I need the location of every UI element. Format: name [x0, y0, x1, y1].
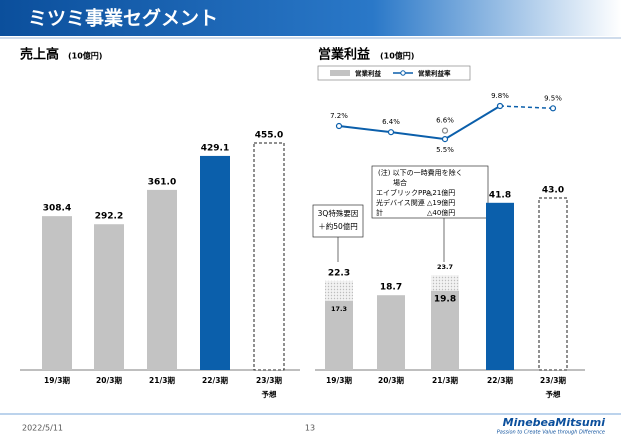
- x-tick-label: 20/3期: [96, 375, 122, 385]
- rate-point: [387, 129, 395, 136]
- annotation-row-value: △21億円: [427, 188, 455, 197]
- x-tick-label: 19/3期: [44, 375, 70, 385]
- bar: [486, 202, 514, 370]
- rate-point-adjusted: [441, 127, 449, 134]
- x-tick-label: 21/3期: [432, 375, 458, 385]
- value-label: 17.3: [331, 305, 347, 313]
- rate-label: 5.5%: [436, 146, 454, 154]
- header-bar: [0, 0, 621, 36]
- bar: [377, 295, 405, 370]
- section-title: 営業利益: [318, 47, 370, 63]
- bar: [431, 290, 459, 370]
- annotation-row-label: エイブリックPPA: [376, 188, 431, 197]
- annotation-text: (注) 以下の一時費用を除く: [378, 168, 463, 177]
- legend-swatch: [330, 70, 350, 76]
- annotation-row-label: 光デバイス関連: [376, 198, 425, 207]
- x-tick-label: 22/3期: [202, 375, 228, 385]
- annotation-row-value: △19億円: [427, 198, 455, 207]
- rate-label: 9.5%: [544, 94, 562, 102]
- forecast-label: 予想: [262, 389, 277, 399]
- value-label: 308.4: [43, 204, 71, 214]
- value-label: 19.8: [434, 294, 456, 304]
- value-label: 292.2: [95, 212, 123, 222]
- bar-hatched: [325, 280, 353, 301]
- bar: [42, 216, 72, 370]
- footer-date: 2022/5/11: [22, 424, 63, 433]
- bar: [253, 142, 285, 371]
- annotation-text: ＋約50億円: [318, 221, 358, 231]
- section-unit: (10億円): [380, 51, 414, 61]
- page-number: 13: [305, 424, 315, 433]
- x-tick-label: 20/3期: [378, 375, 404, 385]
- rate-label: 9.8%: [491, 92, 509, 100]
- rate-label: 7.2%: [330, 112, 348, 120]
- logo: MinebeaMitsumi: [503, 416, 606, 429]
- rate-line: [338, 105, 501, 141]
- rate-point: [441, 136, 449, 143]
- annotation-row-label: 計: [376, 208, 383, 217]
- annotation-row-value: △40億円: [427, 208, 455, 217]
- value-label: 23.7: [437, 263, 453, 271]
- x-tick-label: 23/3期: [540, 375, 566, 385]
- forecast-label: 予想: [546, 389, 561, 399]
- value-label: 361.0: [148, 177, 176, 187]
- legend-label: 営業利益: [355, 69, 382, 78]
- x-tick-label: 19/3期: [326, 375, 352, 385]
- section-title: 売上高: [20, 47, 59, 63]
- bar-hatched: [431, 275, 459, 291]
- annotation-box: [371, 165, 489, 219]
- legend-swatch: [400, 70, 406, 76]
- rate-point: [549, 105, 557, 112]
- legend-label: 営業利益率: [418, 69, 451, 78]
- bar: [147, 189, 177, 370]
- annotation-text: 3Q特殊要因: [318, 208, 359, 218]
- rate-point: [496, 102, 504, 110]
- bar: [538, 197, 568, 371]
- rate-line-forecast: [499, 105, 554, 110]
- value-label: 429.1: [201, 143, 229, 153]
- bar: [94, 224, 124, 370]
- x-tick-label: 21/3期: [149, 375, 175, 385]
- value-label: 455.0: [255, 131, 283, 141]
- rate-label: 6.6%: [436, 117, 454, 125]
- annotation-text: 場合: [393, 178, 407, 187]
- page-title: ミツミ事業セグメント: [28, 7, 218, 30]
- value-label: 18.7: [380, 283, 402, 293]
- value-label: 22.3: [328, 268, 350, 278]
- x-tick-label: 22/3期: [487, 375, 513, 385]
- x-tick-label: 23/3期: [256, 375, 282, 385]
- bar: [200, 155, 230, 370]
- bar: [325, 300, 353, 370]
- rate-point: [335, 122, 343, 130]
- tagline: Passion to Create Value through Differen…: [497, 430, 605, 436]
- value-label: 41.8: [489, 190, 511, 200]
- rate-label: 6.4%: [382, 118, 400, 126]
- section-unit: (10億円): [68, 51, 102, 61]
- value-label: 43.0: [542, 186, 564, 196]
- annotation-box: [312, 204, 364, 238]
